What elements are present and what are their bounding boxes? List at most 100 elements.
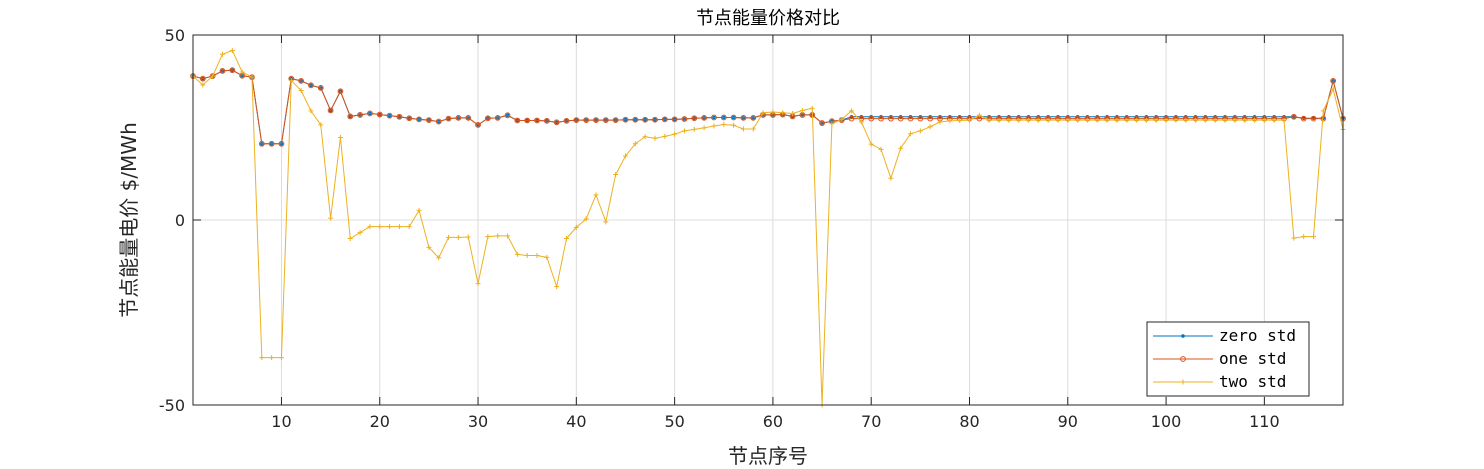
data-point <box>435 118 442 125</box>
legend-label: two std <box>1219 372 1286 391</box>
data-point <box>505 233 511 239</box>
data-point <box>1104 117 1110 123</box>
x-tick-label: 40 <box>566 412 586 431</box>
y-axis-label: 节点能量电价 $/MWh <box>117 122 141 318</box>
data-point <box>1330 77 1337 84</box>
data-point <box>721 122 727 128</box>
data-point <box>1310 115 1317 122</box>
data-point <box>819 120 825 126</box>
data-point <box>839 116 845 122</box>
data-point <box>583 216 589 222</box>
data-point <box>1065 117 1071 123</box>
data-point <box>1252 117 1258 123</box>
data-point <box>200 82 206 88</box>
data-point <box>976 112 982 118</box>
x-tick-label: 80 <box>959 412 979 431</box>
data-point <box>937 119 943 125</box>
y-tick-label: -50 <box>159 396 185 415</box>
data-point <box>1291 235 1297 241</box>
data-point <box>298 88 304 93</box>
series-two-std <box>190 48 1346 408</box>
data-point <box>573 117 580 123</box>
data-point <box>308 108 314 114</box>
data-point <box>494 114 501 121</box>
data-point <box>406 224 412 230</box>
x-tick-label: 90 <box>1058 412 1078 431</box>
data-point <box>593 192 599 198</box>
data-point <box>878 146 884 152</box>
chart-title: 节点能量价格对比 <box>696 8 840 29</box>
data-point <box>691 115 698 122</box>
data-point <box>543 117 550 124</box>
data-point <box>603 219 609 225</box>
data-point <box>1180 379 1186 385</box>
data-point <box>583 117 590 123</box>
data-point <box>475 281 481 287</box>
data-point <box>711 114 717 121</box>
data-point <box>740 114 747 121</box>
data-point <box>308 82 314 89</box>
data-point <box>701 114 708 121</box>
data-point <box>957 117 963 123</box>
data-point <box>888 175 894 181</box>
data-point <box>1242 117 1248 123</box>
data-point <box>387 224 393 230</box>
data-point <box>642 116 649 123</box>
data-point <box>229 67 236 74</box>
data-point <box>445 115 452 122</box>
data-point <box>1055 117 1061 123</box>
x-tick-label: 60 <box>763 412 783 431</box>
data-point <box>298 77 305 84</box>
data-point <box>1045 117 1051 123</box>
data-point <box>328 215 334 221</box>
data-point <box>377 224 383 230</box>
data-point <box>484 115 491 122</box>
legend-label: one std <box>1219 349 1286 368</box>
data-point <box>868 141 874 147</box>
data-point <box>406 115 413 122</box>
data-point <box>1212 117 1218 123</box>
data-point <box>917 128 923 134</box>
data-point <box>465 114 472 121</box>
data-point <box>799 107 805 113</box>
data-point <box>347 113 354 120</box>
data-point <box>908 131 914 137</box>
data-point <box>662 133 668 139</box>
data-point <box>1311 234 1317 240</box>
data-point <box>602 117 609 123</box>
data-point <box>564 236 570 241</box>
data-point <box>317 85 324 91</box>
data-point <box>318 122 324 128</box>
data-point <box>1016 117 1022 123</box>
data-point <box>327 107 334 114</box>
data-point <box>337 88 344 95</box>
data-point <box>1025 117 1031 123</box>
data-point <box>1183 117 1189 123</box>
data-point <box>740 126 746 132</box>
data-point <box>730 114 737 121</box>
data-point <box>1193 117 1199 123</box>
data-point <box>849 108 855 114</box>
data-point <box>1202 117 1208 123</box>
data-point <box>426 244 432 250</box>
data-point <box>524 117 531 124</box>
series-line <box>192 49 1344 406</box>
x-tick-label: 20 <box>370 412 390 431</box>
data-point <box>652 116 658 123</box>
data-point <box>455 234 461 240</box>
data-point <box>898 145 904 151</box>
data-point <box>249 74 255 80</box>
data-point <box>711 123 717 129</box>
data-point <box>720 114 727 121</box>
data-point <box>1124 117 1130 123</box>
data-point <box>927 124 933 130</box>
data-point <box>1075 117 1081 123</box>
data-point <box>613 171 619 177</box>
data-point <box>278 355 284 361</box>
data-point <box>780 110 786 116</box>
data-point <box>376 111 383 118</box>
x-tick-label: 30 <box>468 412 488 431</box>
data-point <box>858 119 864 125</box>
data-point <box>1222 117 1228 123</box>
